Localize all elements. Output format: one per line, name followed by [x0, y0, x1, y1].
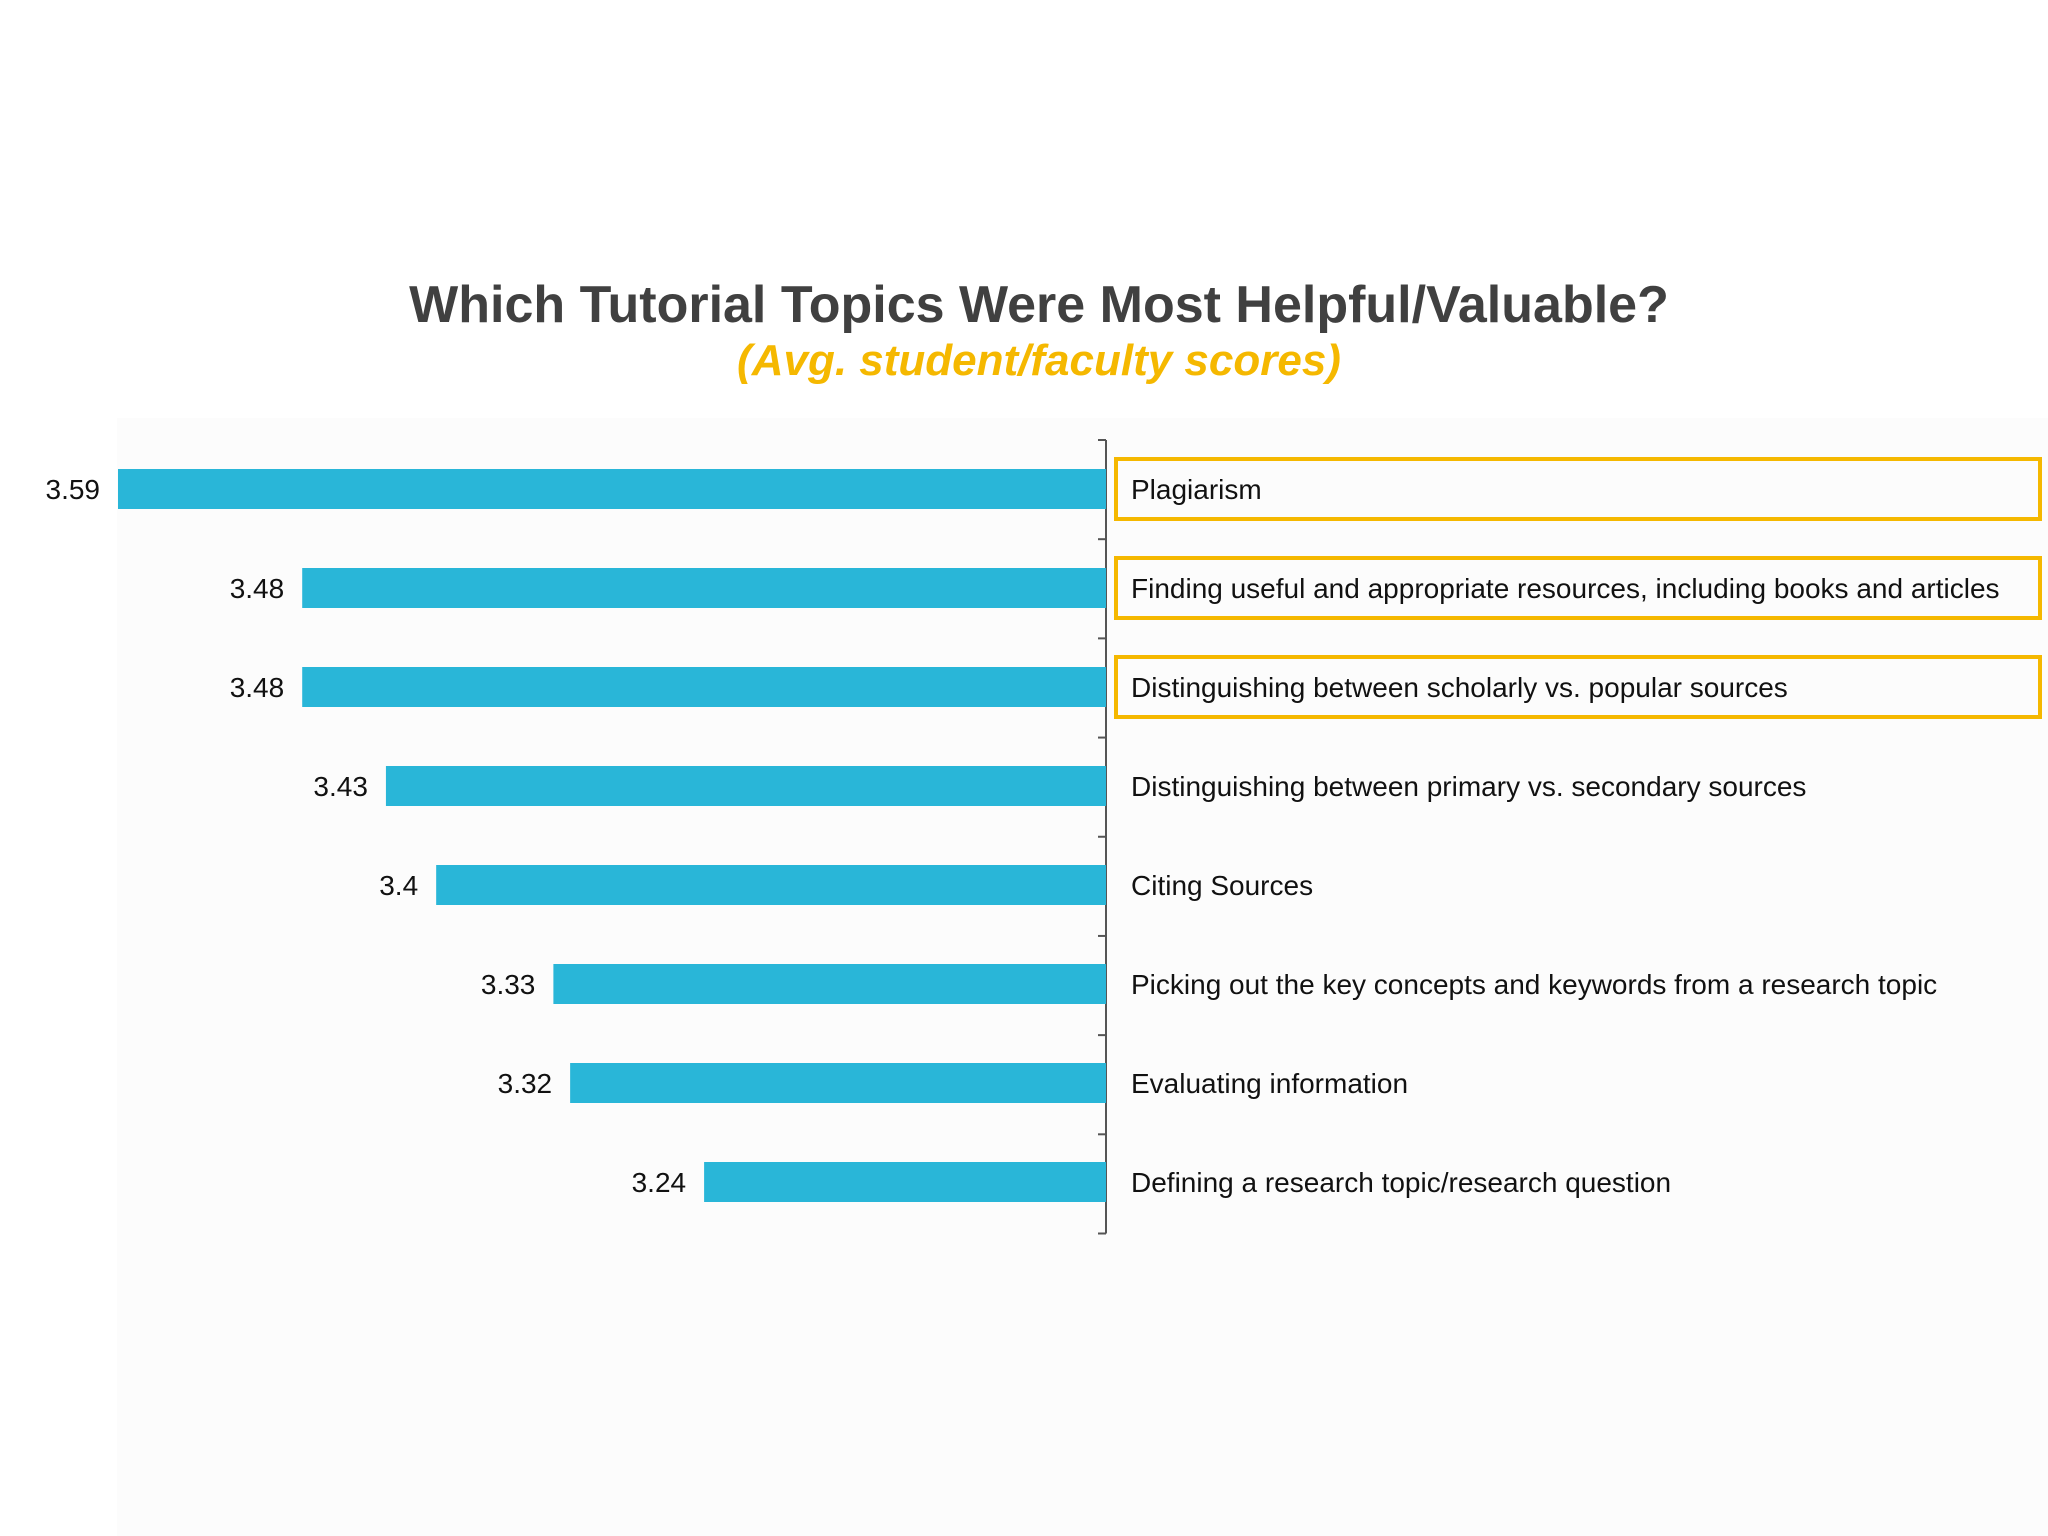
category-label: Plagiarism	[1131, 474, 1262, 505]
data-label: 3.32	[498, 1068, 553, 1099]
bar	[302, 667, 1107, 707]
data-label: 3.43	[313, 771, 368, 802]
bar	[436, 865, 1106, 905]
bar	[118, 469, 1106, 509]
category-label: Distinguishing between scholarly vs. pop…	[1131, 672, 1788, 703]
bar	[385, 766, 1106, 806]
data-label: 3.48	[230, 573, 285, 604]
category-label: Evaluating information	[1131, 1068, 1408, 1099]
bar	[570, 1063, 1106, 1103]
data-label: 3.33	[481, 969, 536, 1000]
category-label: Citing Sources	[1131, 870, 1313, 901]
bar	[553, 964, 1106, 1004]
category-label: Picking out the key concepts and keyword…	[1131, 969, 1937, 1000]
data-label: 3.48	[230, 672, 285, 703]
highlight-box	[1114, 457, 2042, 521]
chart-subtitle: (Avg. student/faculty scores)	[737, 336, 1341, 385]
highlight-box	[1114, 556, 2042, 620]
data-label: 3.4	[379, 870, 418, 901]
bar	[302, 568, 1107, 608]
data-label: 3.59	[46, 474, 101, 505]
title-block: Which Tutorial Topics Were Most Helpful/…	[0, 275, 2048, 387]
chart-title: Which Tutorial Topics Were Most Helpful/…	[409, 276, 1669, 334]
highlight-box	[1114, 655, 2042, 719]
category-label: Distinguishing between primary vs. secon…	[1131, 771, 1806, 802]
category-label: Defining a research topic/research quest…	[1131, 1167, 1671, 1198]
category-label: Finding useful and appropriate resources…	[1131, 573, 2000, 604]
bar	[704, 1162, 1106, 1202]
data-label: 3.24	[632, 1167, 687, 1198]
